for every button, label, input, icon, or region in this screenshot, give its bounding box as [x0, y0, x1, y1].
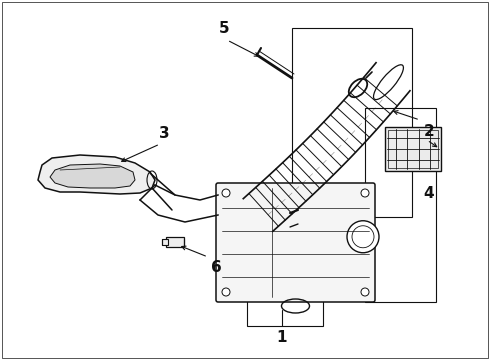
Polygon shape: [50, 164, 135, 188]
Bar: [292, 28, 412, 217]
Text: 4: 4: [424, 185, 434, 201]
Text: 3: 3: [159, 126, 170, 140]
Bar: [365, 108, 436, 302]
Bar: [385, 127, 441, 171]
Bar: [162, 239, 168, 245]
Circle shape: [361, 288, 369, 296]
Circle shape: [361, 189, 369, 197]
Bar: [388, 130, 438, 168]
Circle shape: [222, 189, 230, 197]
Text: 1: 1: [277, 330, 287, 346]
Circle shape: [222, 288, 230, 296]
Bar: [247, 250, 323, 326]
Circle shape: [347, 221, 379, 253]
Text: 6: 6: [211, 261, 221, 275]
Bar: [291, 210, 299, 224]
FancyBboxPatch shape: [216, 183, 375, 302]
Polygon shape: [38, 155, 155, 194]
Text: 5: 5: [219, 21, 229, 36]
Text: 2: 2: [424, 123, 434, 139]
Bar: [166, 237, 184, 247]
